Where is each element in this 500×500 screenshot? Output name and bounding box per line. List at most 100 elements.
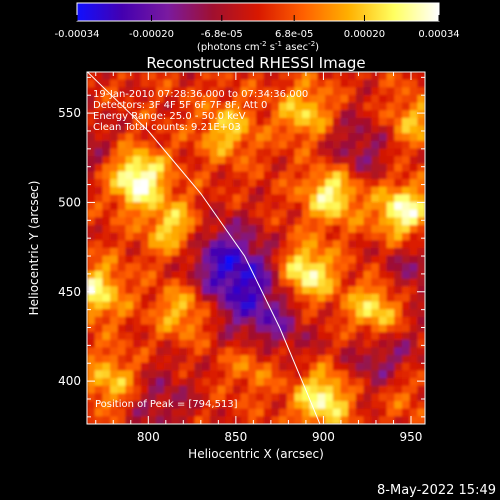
colorbar-tick-label: 0.00020 <box>344 29 385 40</box>
heatmap-cell <box>240 393 249 402</box>
heatmap-cell <box>232 316 242 326</box>
heatmap-cell <box>125 240 134 249</box>
heatmap-cell <box>117 316 127 326</box>
heatmap-cell <box>156 133 165 142</box>
heatmap-cell <box>279 110 288 119</box>
heatmap-cell <box>386 102 395 111</box>
heatmap-cell <box>156 194 165 203</box>
heatmap-cell <box>163 163 173 173</box>
heatmap-cell <box>148 355 157 364</box>
heatmap-cell <box>371 209 380 218</box>
heatmap-cell <box>125 194 134 203</box>
heatmap-cell <box>156 125 165 134</box>
heatmap-cell <box>394 316 403 326</box>
heatmap-cell <box>102 293 111 303</box>
heatmap-cell <box>133 339 142 349</box>
heatmap-cell <box>87 309 96 318</box>
heatmap-cell <box>371 301 380 310</box>
heatmap-cell <box>409 355 418 364</box>
heatmap-cell <box>171 225 180 234</box>
heatmap-cell <box>348 385 357 394</box>
heatmap-cell <box>163 316 173 326</box>
heatmap-cell <box>302 255 311 264</box>
heatmap-cell <box>386 79 395 88</box>
heatmap-cell <box>171 179 180 188</box>
heatmap-cell <box>194 248 203 257</box>
heatmap-cell <box>217 309 226 318</box>
heatmap-cell <box>332 378 342 387</box>
heatmap-cell <box>309 133 319 142</box>
heatmap-cell <box>133 293 142 303</box>
heatmap-cell <box>409 278 418 287</box>
heatmap-cell <box>256 339 265 349</box>
heatmap-cell <box>386 393 395 402</box>
heatmap-cell <box>179 255 188 264</box>
heatmap-cell <box>225 316 234 326</box>
heatmap-cell <box>348 110 357 119</box>
heatmap-cell <box>386 362 395 372</box>
heatmap-cell <box>163 378 173 387</box>
heatmap-cell <box>163 140 173 150</box>
heatmap-cell <box>302 278 311 287</box>
heatmap-cell <box>186 362 196 372</box>
heatmap-cell <box>309 125 319 134</box>
heatmap-cell <box>417 209 425 218</box>
heatmap-cell <box>279 133 288 142</box>
heatmap-cell <box>348 72 357 81</box>
heatmap-cell <box>117 270 127 280</box>
heatmap-cell <box>179 278 188 287</box>
heatmap-cell <box>217 339 226 349</box>
heatmap-cell <box>279 125 288 134</box>
heatmap-cell <box>271 148 280 157</box>
annotation-line-2: Detectors: 3F 4F 5F 6F 7F 8F, Att 0 <box>93 100 267 111</box>
heatmap-cell <box>156 156 165 165</box>
heatmap-cell <box>194 385 203 394</box>
heatmap-cell <box>87 202 96 211</box>
heatmap-cell <box>225 102 234 111</box>
heatmap-cell <box>186 240 196 249</box>
heatmap-cell <box>117 225 127 234</box>
heatmap-cell <box>148 148 157 157</box>
heatmap-cell <box>409 194 418 203</box>
heatmap-cell <box>332 408 342 417</box>
heatmap-cell <box>133 186 142 196</box>
heatmap-cell <box>179 362 188 372</box>
heatmap-cell <box>279 362 288 372</box>
heatmap-cell <box>217 140 226 150</box>
heatmap-cell <box>94 179 103 188</box>
heatmap-cell <box>256 301 265 310</box>
heatmap-cell <box>256 278 265 287</box>
heatmap-cell <box>378 393 388 402</box>
heatmap-cell <box>340 202 349 211</box>
heatmap-cell <box>225 355 234 364</box>
heatmap-cell <box>171 378 180 387</box>
heatmap-cell <box>325 332 334 341</box>
heatmap-cell <box>363 401 372 410</box>
heatmap-cell <box>325 293 334 303</box>
heatmap-cell <box>232 293 242 303</box>
heatmap-cell <box>186 248 196 257</box>
heatmap-cell <box>317 385 326 394</box>
heatmap-cell <box>156 408 165 417</box>
heatmap-cell <box>417 110 425 119</box>
heatmap-cell <box>294 186 303 196</box>
heatmap-cell <box>148 171 157 180</box>
heatmap-cell <box>417 293 425 303</box>
heatmap-cell <box>394 186 403 196</box>
heatmap-cell <box>240 163 249 173</box>
heatmap-cell <box>232 171 242 180</box>
heatmap-cell <box>110 186 119 196</box>
heatmap-cell <box>125 362 134 372</box>
heatmap-cell <box>325 110 334 119</box>
heatmap-cell <box>163 401 173 410</box>
heatmap-cell <box>148 125 157 134</box>
heatmap-cell <box>202 148 211 157</box>
heatmap-cell <box>401 309 411 318</box>
heatmap-cell <box>394 278 403 287</box>
heatmap-cell <box>194 301 203 310</box>
heatmap-cell <box>156 102 165 111</box>
heatmap-cell <box>94 301 103 310</box>
heatmap-cell <box>102 94 111 104</box>
heatmap-cell <box>94 248 103 257</box>
heatmap-cell <box>302 355 311 364</box>
